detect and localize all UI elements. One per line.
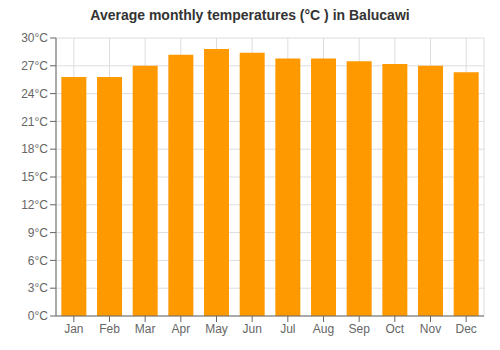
- svg-text:Oct: Oct: [385, 322, 404, 336]
- svg-text:0°C: 0°C: [28, 309, 48, 323]
- svg-text:12°C: 12°C: [21, 198, 48, 212]
- svg-text:Aug: Aug: [313, 322, 334, 336]
- svg-text:18°C: 18°C: [21, 142, 48, 156]
- svg-text:Mar: Mar: [135, 322, 156, 336]
- html-text:Average monthly temperatures (: Average monthly temperatures (°C ) in Ba…: [90, 7, 410, 23]
- svg-text:21°C: 21°C: [21, 115, 48, 129]
- svg-text:Dec: Dec: [455, 322, 476, 336]
- svg-text:Apr: Apr: [171, 322, 190, 336]
- svg-text:27°C: 27°C: [21, 59, 48, 73]
- svg-text:15°C: 15°C: [21, 170, 48, 184]
- svg-text:May: May: [205, 322, 228, 336]
- svg-text:Sep: Sep: [348, 322, 370, 336]
- svg-text:6°C: 6°C: [28, 254, 48, 268]
- svg-text:Jul: Jul: [280, 322, 295, 336]
- svg-text:9°C: 9°C: [28, 226, 48, 240]
- svg-text:Jun: Jun: [242, 322, 261, 336]
- svg-text:Nov: Nov: [420, 322, 441, 336]
- svg-text:3°C: 3°C: [28, 281, 48, 295]
- svg-text:30°C: 30°C: [21, 31, 48, 45]
- svg-text:24°C: 24°C: [21, 87, 48, 101]
- svg-text:Feb: Feb: [99, 322, 120, 336]
- svg-text:Jan: Jan: [64, 322, 83, 336]
